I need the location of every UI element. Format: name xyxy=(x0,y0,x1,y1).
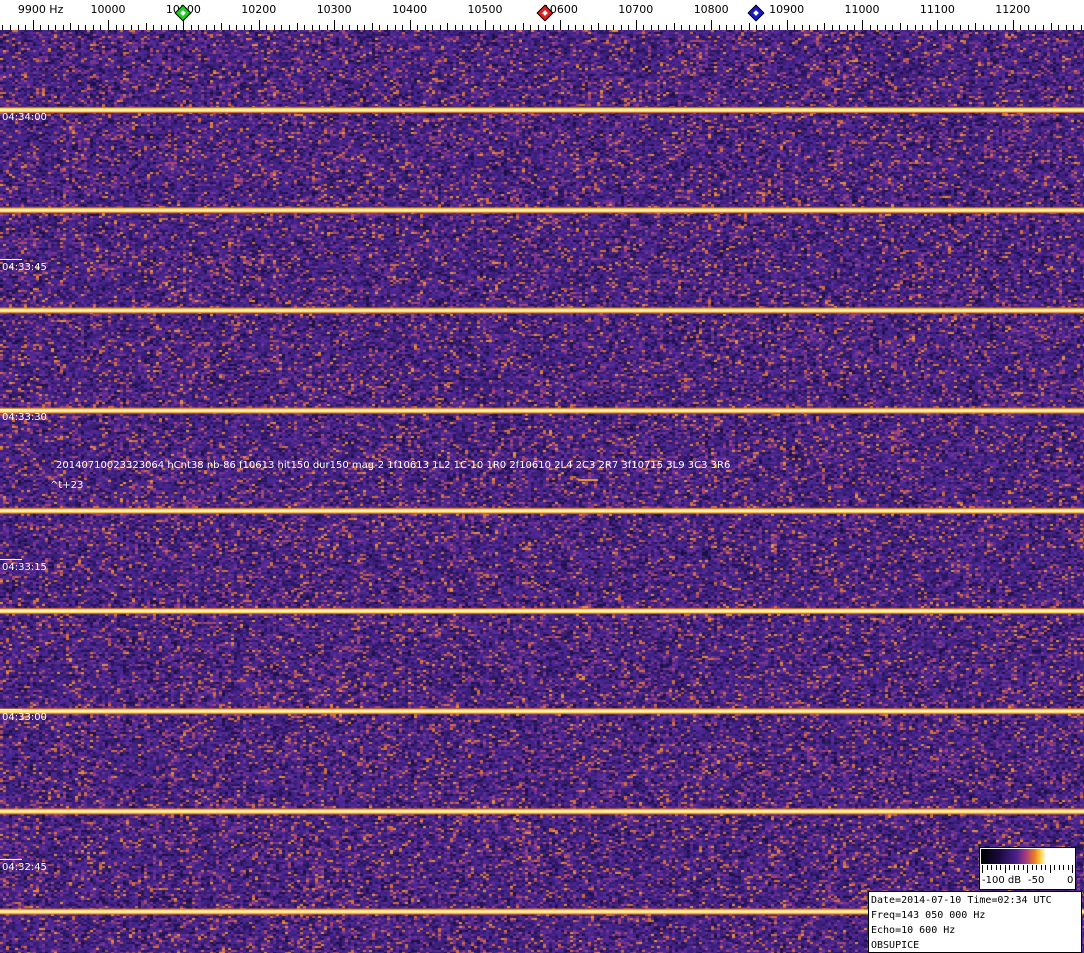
colorbar-tick xyxy=(1032,865,1033,870)
time-tick xyxy=(0,709,22,710)
date-time-text: Date=2014-07-10 Time=02:34 UTC xyxy=(871,893,1081,908)
freq-tick xyxy=(1051,23,1052,30)
colorbar-tick xyxy=(1068,865,1069,870)
freq-tick xyxy=(410,20,411,30)
colorbar-tick xyxy=(1036,865,1037,870)
freq-label: 10800 xyxy=(694,3,729,16)
colorbar-tick xyxy=(1072,865,1073,873)
colorbar-label-mid: -50 xyxy=(1028,875,1044,886)
freq-tick xyxy=(598,23,599,30)
frequency-text: Freq=143 050 000 Hz xyxy=(871,908,1081,923)
colorbar-tick xyxy=(991,865,992,870)
freq-tick xyxy=(560,20,561,30)
freq-tick xyxy=(297,23,298,30)
time-offset-annotation: ^t+23 xyxy=(50,480,83,491)
freq-tick xyxy=(447,23,448,30)
freq-tick xyxy=(334,20,335,30)
colorbar-tick xyxy=(1005,865,1006,873)
freq-tick xyxy=(1013,20,1014,30)
time-tick xyxy=(0,559,22,560)
colorbar-tick xyxy=(996,865,997,870)
time-label: 04:33:00 xyxy=(2,712,47,723)
time-tick xyxy=(0,859,22,860)
freq-tick xyxy=(975,23,976,30)
freq-tick xyxy=(787,20,788,30)
colorbar-tick xyxy=(987,865,988,870)
time-label: 04:34:00 xyxy=(2,112,47,123)
colorbar-tick xyxy=(1009,865,1010,870)
freq-tick xyxy=(674,23,675,30)
freq-tick xyxy=(711,20,712,30)
freq-label: 10300 xyxy=(317,3,352,16)
meteor-detection-annotation: 20140710023323064 hCnt38 nb-86 f10613 hi… xyxy=(56,460,730,471)
freq-tick xyxy=(937,20,938,30)
time-label: 04:33:30 xyxy=(2,412,47,423)
station-text: OBSUPICE xyxy=(871,938,1081,953)
colorbar-tick xyxy=(1041,865,1042,870)
freq-label: 10500 xyxy=(468,3,503,16)
freq-tick xyxy=(259,20,260,30)
colorbar-tick xyxy=(1059,865,1060,870)
blue-frequency-marker-icon[interactable] xyxy=(748,5,765,22)
freq-tick xyxy=(862,20,863,30)
freq-label: 11200 xyxy=(995,3,1030,16)
freq-tick xyxy=(33,20,34,30)
colorbar-tick xyxy=(1050,865,1051,873)
info-box: Date=2014-07-10 Time=02:34 UTC Freq=143 … xyxy=(868,891,1082,953)
colorbar-label-min: -100 dB xyxy=(982,875,1021,886)
colorbar-tick xyxy=(1014,865,1015,870)
colorbar-tick xyxy=(1018,865,1019,870)
time-tick xyxy=(0,259,22,260)
time-label: 04:32:45 xyxy=(2,862,47,873)
freq-tick xyxy=(900,23,901,30)
freq-tick xyxy=(749,23,750,30)
freq-tick xyxy=(183,20,184,30)
freq-tick xyxy=(108,20,109,30)
freq-label: 9900 Hz xyxy=(18,3,64,16)
spectrogram-waterfall[interactable] xyxy=(0,30,1084,953)
colorbar-tick xyxy=(1027,865,1028,873)
colorbar-tick xyxy=(1063,865,1064,870)
freq-tick xyxy=(372,23,373,30)
freq-label: 11100 xyxy=(920,3,955,16)
time-tick xyxy=(0,109,22,110)
freq-label: 11000 xyxy=(845,3,880,16)
color-scale-legend: -100 dB -50 0 xyxy=(979,847,1076,890)
color-gradient xyxy=(981,849,1074,864)
freq-tick xyxy=(70,23,71,30)
colorbar-tick xyxy=(1023,865,1024,870)
colorbar-label-max: 0 xyxy=(1067,875,1073,886)
freq-label: 10700 xyxy=(618,3,653,16)
freq-tick xyxy=(523,23,524,30)
freq-tick xyxy=(221,23,222,30)
freq-tick xyxy=(824,23,825,30)
echo-text: Echo=10 600 Hz xyxy=(871,923,1081,938)
colorbar-tick xyxy=(1000,865,1001,870)
freq-tick xyxy=(636,20,637,30)
freq-tick xyxy=(485,20,486,30)
colorbar-tick xyxy=(1054,865,1055,870)
frequency-axis[interactable]: 9900 Hz100001010010200103001040010500106… xyxy=(0,0,1084,30)
time-label: 04:33:15 xyxy=(2,562,47,573)
time-tick xyxy=(0,409,22,410)
colorbar-tick xyxy=(982,865,983,873)
colorbar-tick xyxy=(1045,865,1046,870)
freq-label: 10900 xyxy=(769,3,804,16)
freq-tick xyxy=(146,23,147,30)
freq-label: 10000 xyxy=(91,3,126,16)
freq-label: 10200 xyxy=(241,3,276,16)
freq-label: 10400 xyxy=(392,3,427,16)
time-label: 04:33:45 xyxy=(2,262,47,273)
